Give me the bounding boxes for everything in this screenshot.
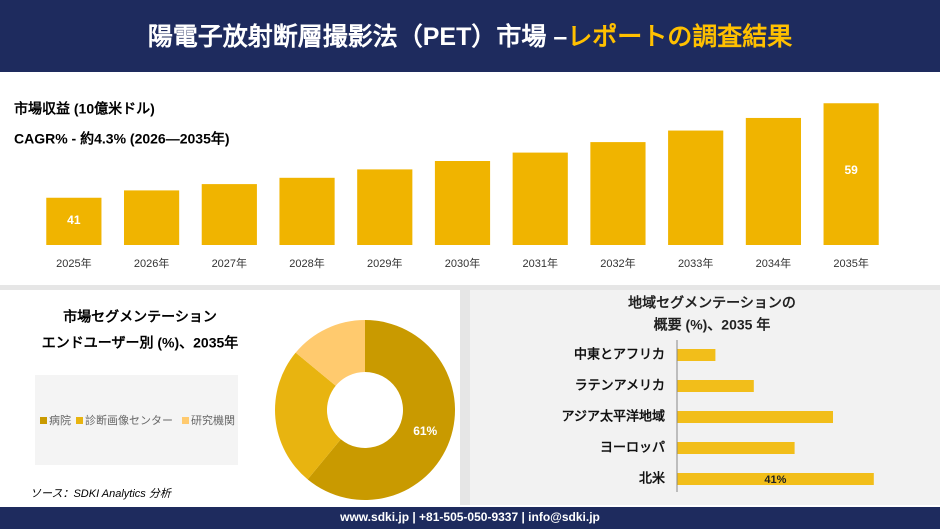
legend-label: 研究機関 — [191, 413, 235, 427]
chart-title: 地域セグメンテーションの — [628, 295, 796, 311]
bar — [677, 473, 874, 485]
x-tick-label: 2035年 — [833, 256, 868, 270]
legend-label: 診断画像センター — [85, 413, 173, 427]
panel-divider — [460, 290, 470, 505]
donut-segment — [295, 320, 365, 386]
chart-title: 市場収益 (10億米ドル) — [14, 101, 155, 117]
legend-swatch — [182, 417, 189, 424]
bar — [201, 184, 257, 245]
bar — [823, 103, 879, 245]
data-label: 59 — [844, 163, 858, 177]
title-main: 陽電子放射断層撮影法（PET）市場 – — [148, 22, 568, 51]
x-tick-label: 2033年 — [678, 256, 713, 270]
x-tick-label: 2028年 — [289, 256, 324, 270]
x-tick-label: 2027年 — [212, 256, 247, 270]
right-panel — [470, 290, 940, 505]
bar — [279, 177, 335, 245]
bar — [46, 197, 102, 245]
title-highlight: レポートの調査結果 — [567, 22, 792, 51]
x-tick-label: 2034年 — [756, 256, 791, 270]
x-tick-label: 2032年 — [600, 256, 635, 270]
chart-subtitle: CAGR% - 約4.3% (2026—2035年) — [14, 131, 230, 147]
footer-contact: www.sdki.jp | +81-505-050-9337 | info@sd… — [339, 510, 600, 524]
y-tick-label: 中東とアフリカ — [574, 346, 665, 361]
legend-swatch — [40, 417, 47, 424]
bar — [745, 117, 802, 245]
legend-swatch — [76, 417, 83, 424]
y-tick-label: アジア太平洋地域 — [562, 408, 665, 423]
bar — [357, 169, 413, 245]
source-note: ソース：SDKI Analytics 分析 — [30, 487, 173, 500]
chart-title: 概要 (%)、2035 年 — [654, 317, 771, 333]
bar — [512, 152, 568, 245]
donut-segment — [275, 352, 341, 480]
chart-title: 市場セグメンテーション — [63, 309, 217, 325]
x-tick-label: 2030年 — [445, 256, 480, 270]
chart-title: エンドユーザー別 (%)、2035年 — [42, 335, 239, 351]
donut-segment — [307, 320, 455, 500]
legend-label: 病院 — [49, 413, 71, 427]
bar — [677, 349, 716, 361]
y-tick-label: ヨーロッパ — [600, 439, 665, 454]
y-tick-label: ラテンアメリカ — [575, 377, 665, 392]
data-label: 61% — [413, 424, 437, 438]
bar — [677, 380, 754, 392]
bar — [590, 142, 646, 245]
bar — [123, 190, 180, 245]
section-divider — [0, 285, 940, 290]
x-tick-label: 2026年 — [134, 256, 169, 270]
header-title: 陽電子放射断層撮影法（PET）市場 –レポートの調査結果 — [148, 22, 793, 51]
bar — [677, 442, 795, 454]
bar — [677, 411, 833, 423]
data-label: 41 — [67, 213, 81, 227]
bar — [668, 130, 724, 245]
x-tick-label: 2031年 — [522, 256, 557, 270]
header-bar — [0, 0, 940, 72]
footer-bar — [0, 507, 940, 529]
bar — [434, 161, 491, 245]
data-label: 41% — [764, 474, 786, 486]
y-tick-label: 北米 — [639, 470, 666, 485]
x-tick-label: 2029年 — [367, 256, 402, 270]
x-tick-label: 2025年 — [56, 256, 91, 270]
legend-box — [35, 375, 238, 465]
